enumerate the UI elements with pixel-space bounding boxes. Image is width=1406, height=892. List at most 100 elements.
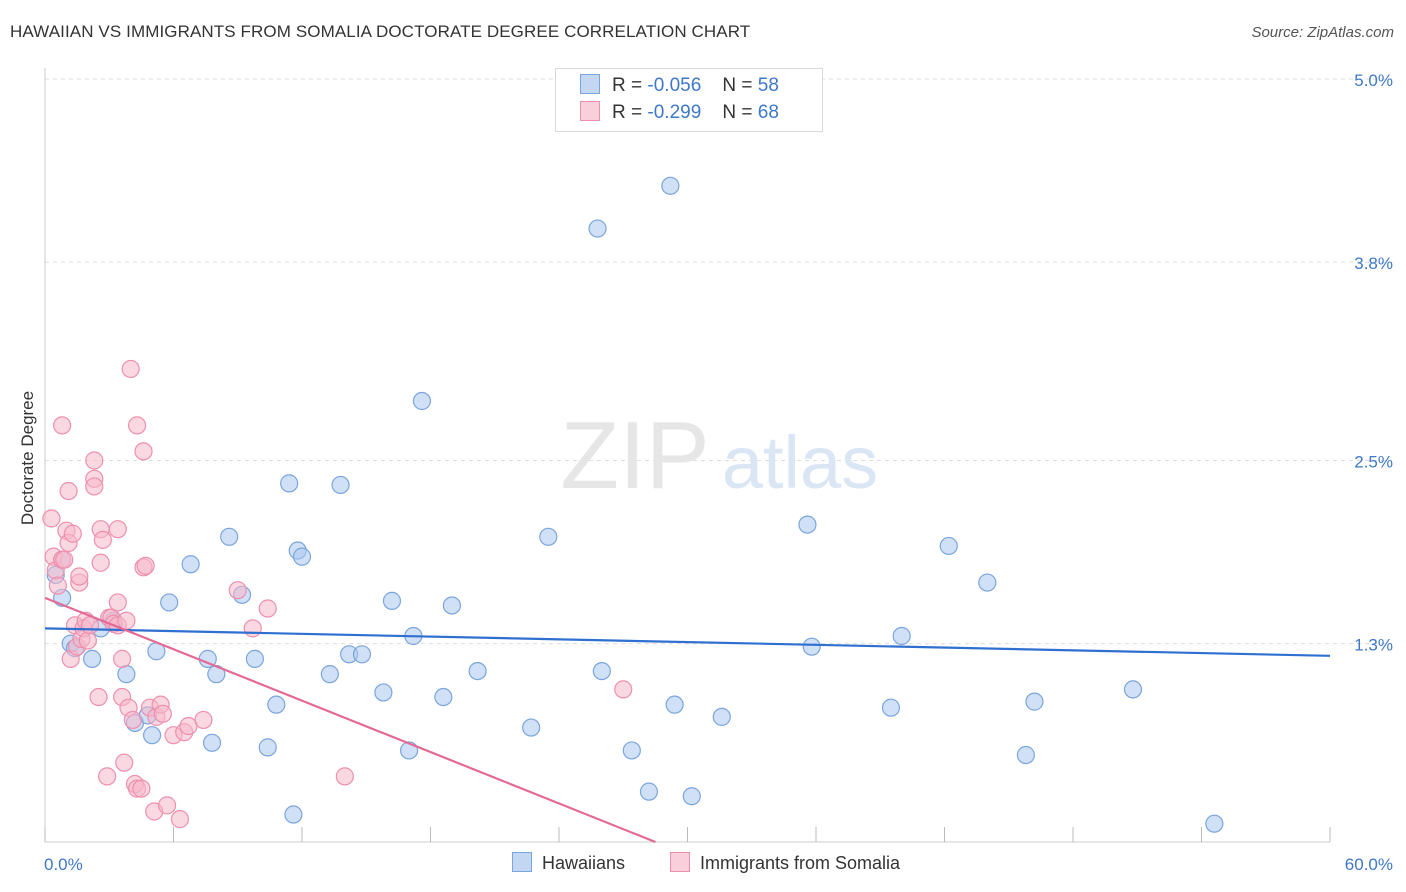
- somalia-point: [85, 477, 104, 496]
- hawaiian-point: [352, 645, 372, 664]
- hawaiian-point: [181, 555, 200, 574]
- somalia-point: [123, 710, 142, 730]
- hawaiian-point: [468, 661, 487, 681]
- somalia-point: [134, 442, 153, 461]
- source-label: Source: ZipAtlas.com: [1251, 24, 1394, 41]
- somalia-point: [243, 619, 262, 638]
- stats-legend: R = -0.056 N = 58 R = -0.299 N = 68: [555, 68, 823, 132]
- hawaiian-point: [142, 726, 162, 745]
- somalia-point: [89, 687, 108, 707]
- hawaiian-point: [622, 741, 641, 760]
- somalia-point: [335, 767, 354, 786]
- somalia-point: [42, 509, 61, 528]
- hawaiian-point: [712, 707, 731, 726]
- hawaiian-point: [245, 649, 264, 668]
- hawaiian-point: [682, 787, 701, 806]
- legend-row-somalia: R = -0.299 N = 68: [580, 101, 779, 125]
- somalia-point: [108, 593, 127, 612]
- bottom-legend-swatch-pink: [670, 852, 690, 872]
- hawaiian-point: [1016, 745, 1035, 765]
- hawaiian-point: [117, 665, 136, 684]
- hawaiian-point: [588, 219, 607, 238]
- somalia-point: [85, 451, 104, 470]
- hawaiian-point: [442, 596, 462, 615]
- hawaiian-point: [374, 683, 393, 702]
- somalia-point: [153, 704, 172, 723]
- hawaiian-point: [1123, 680, 1143, 699]
- watermark-atlas: atlas: [722, 421, 878, 504]
- hawaiian-point: [412, 391, 432, 411]
- legend-n-value: 68: [757, 102, 779, 123]
- hawaiian-point: [292, 547, 312, 566]
- axes-layer: [44, 68, 1331, 843]
- legend-r-label: R =: [612, 75, 643, 96]
- somalia-point: [78, 631, 97, 650]
- hawaiian-point: [382, 591, 402, 610]
- hawaiian-point: [258, 738, 277, 757]
- somalia-point: [228, 581, 247, 600]
- somalia-trend-line: [44, 596, 656, 844]
- hawaiian-point: [978, 573, 997, 592]
- hawaiian-trend-line: [44, 627, 1331, 657]
- somalia-point: [127, 416, 147, 435]
- legend-n-label: N =: [722, 102, 753, 123]
- legend-r-value: -0.299: [647, 102, 702, 123]
- hawaiian-point: [160, 593, 179, 612]
- hawaiian-point: [434, 687, 453, 707]
- ticklabel-layer: 1.3% 2.5% 3.8% 5.0% 0.0% 60.0%: [44, 71, 1393, 874]
- bottom-legend-somalia: Immigrants from Somalia: [670, 852, 900, 874]
- hawaiian-point: [331, 475, 350, 495]
- hawaiian-point: [639, 782, 659, 801]
- legend-r-label: R =: [612, 102, 643, 123]
- hawaiian-point: [220, 527, 239, 546]
- bottom-legend-label: Immigrants from Somalia: [700, 853, 901, 873]
- somalia-point: [93, 530, 112, 549]
- somalia-point: [53, 416, 72, 435]
- somalia-point: [63, 524, 82, 543]
- somalia-point: [112, 649, 132, 668]
- y-tick-label: 2.5%: [1354, 453, 1393, 472]
- somalia-point: [59, 481, 78, 501]
- somalia-point: [614, 680, 633, 699]
- x-tick-label-max: 60.0%: [1345, 855, 1393, 874]
- y-tick-label: 1.3%: [1354, 636, 1393, 655]
- somalia-point: [55, 550, 74, 569]
- legend-row-hawaiians: R = -0.056 N = 58: [580, 74, 779, 98]
- somalia-point: [258, 599, 277, 618]
- somalia-point: [136, 556, 155, 575]
- legend-r-value: -0.056: [647, 75, 702, 96]
- hawaiian-point: [83, 649, 102, 668]
- hawaiian-point: [661, 176, 680, 195]
- somalia-point: [194, 710, 213, 730]
- y-axis-label: Doctorate Degree: [18, 390, 37, 526]
- somalia-point: [117, 611, 136, 630]
- hawaiian-point: [798, 515, 817, 534]
- hawaiian-point: [320, 665, 339, 684]
- hawaiian-point: [892, 626, 911, 646]
- x-tick-label-min: 0.0%: [44, 855, 83, 874]
- legend-swatch-pink: [580, 101, 600, 121]
- somalia-point: [98, 767, 117, 786]
- somalia-point: [121, 359, 140, 379]
- hawaiian-point: [1205, 814, 1224, 833]
- y-tick-label: 3.8%: [1354, 254, 1393, 273]
- bottom-legend-hawaiians: Hawaiians: [512, 852, 625, 874]
- somalia-point: [48, 576, 67, 595]
- y-tick-label: 5.0%: [1354, 71, 1393, 90]
- hawaiian-point: [939, 536, 958, 556]
- somalia-point: [91, 553, 110, 572]
- somalia-point: [170, 810, 190, 829]
- hawaiian-point: [592, 661, 611, 681]
- legend-n-label: N =: [722, 75, 753, 96]
- hawaiian-point: [202, 733, 222, 752]
- bottom-legend-swatch-blue: [512, 852, 532, 872]
- legend-swatch-blue: [580, 74, 600, 94]
- hawaiian-point: [267, 695, 286, 714]
- somalia-point: [157, 796, 177, 815]
- hawaiian-point: [280, 474, 299, 493]
- chart-title: HAWAIIAN VS IMMIGRANTS FROM SOMALIA DOCT…: [10, 22, 751, 41]
- trend-layer: [44, 596, 1331, 844]
- somalia-point: [108, 520, 127, 539]
- watermark-zip: ZIP: [560, 402, 709, 509]
